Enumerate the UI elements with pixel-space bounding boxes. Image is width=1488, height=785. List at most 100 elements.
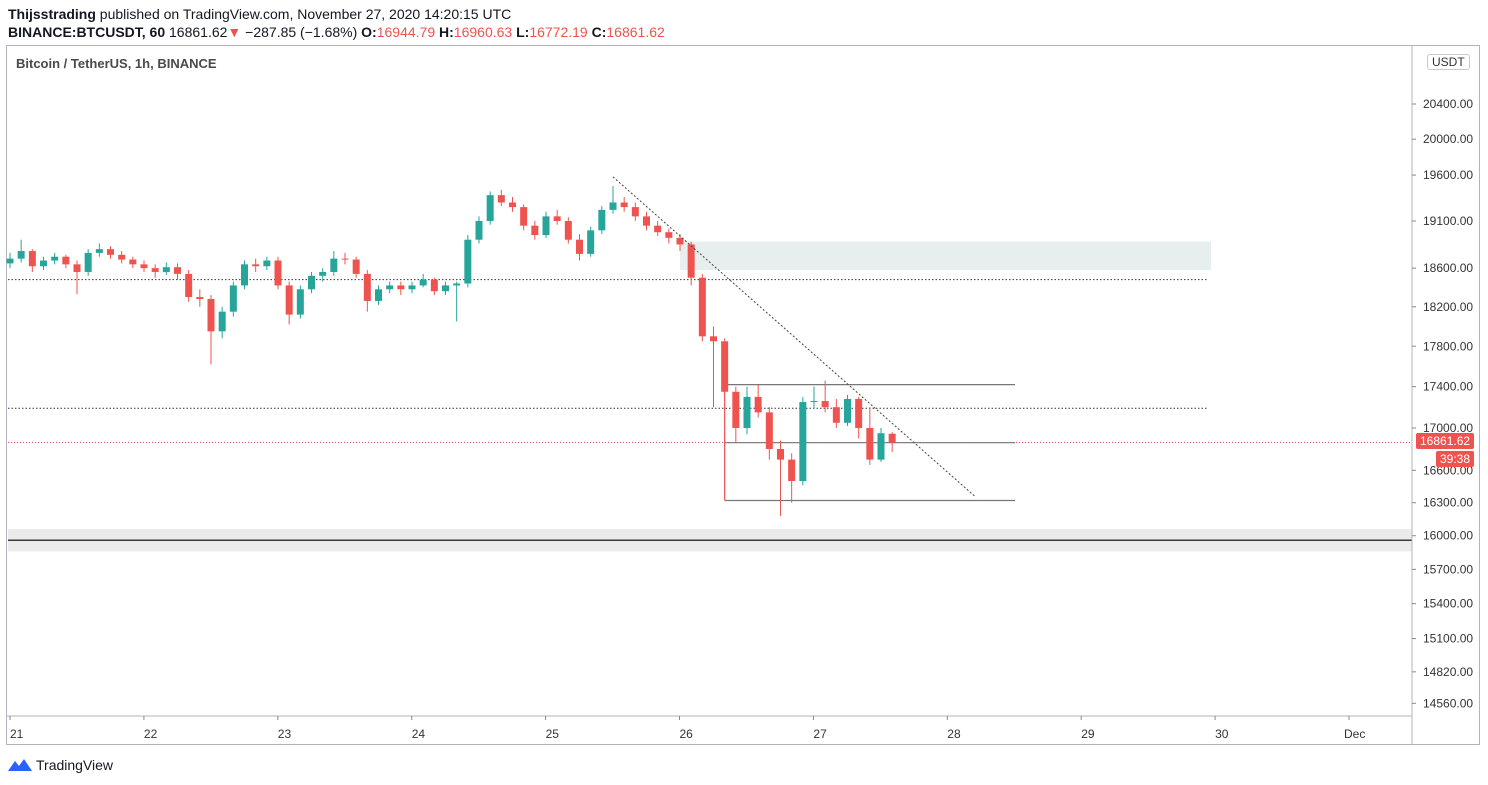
candle-body xyxy=(844,398,851,423)
resistance-zone xyxy=(680,241,1211,271)
candle-body xyxy=(207,298,215,332)
candle xyxy=(285,281,293,325)
candle xyxy=(319,268,327,282)
candle-body xyxy=(174,267,181,274)
time-tick-label: 24 xyxy=(412,727,426,741)
candle xyxy=(542,211,550,238)
candle xyxy=(643,211,650,231)
last-price-tag: 16861.62 xyxy=(1416,433,1475,449)
candle xyxy=(765,407,773,460)
price-tick-label: 17800.00 xyxy=(1423,339,1473,353)
candle xyxy=(743,386,751,435)
currency-tag[interactable]: USDT xyxy=(1427,54,1470,70)
candle-body xyxy=(408,285,416,290)
candle xyxy=(509,196,516,212)
candle-body xyxy=(62,256,70,265)
candle-body xyxy=(229,285,237,312)
candle xyxy=(40,256,47,271)
candle xyxy=(788,453,796,503)
candle-body xyxy=(710,336,717,342)
candle xyxy=(330,251,338,276)
candle xyxy=(308,271,315,294)
candle-body xyxy=(698,277,706,337)
candle-body xyxy=(866,427,874,460)
time-tick-label: 30 xyxy=(1215,727,1229,741)
candle xyxy=(732,386,740,443)
candle-body xyxy=(330,258,338,272)
candle xyxy=(877,427,885,462)
candle-body xyxy=(620,202,628,208)
candle-body xyxy=(542,216,550,236)
candle-body xyxy=(40,260,47,267)
candle-body xyxy=(308,275,315,290)
low-label: L: xyxy=(516,24,530,40)
candle xyxy=(252,258,260,272)
price-tick-label: 20000.00 xyxy=(1423,132,1473,146)
candle-body xyxy=(319,271,327,276)
time-tick-label: 21 xyxy=(10,727,24,741)
candle-body xyxy=(598,209,606,231)
candle-body xyxy=(464,239,472,284)
candle xyxy=(84,249,92,276)
price-tick-label: 14560.00 xyxy=(1423,696,1473,710)
candle xyxy=(296,285,304,319)
open-label: O: xyxy=(361,24,377,40)
candle xyxy=(363,270,371,312)
time-tick-label: 22 xyxy=(144,727,158,741)
candle xyxy=(464,235,472,288)
candle-body xyxy=(185,273,193,298)
candle-body xyxy=(855,398,863,428)
candle-body xyxy=(386,285,394,290)
candle xyxy=(453,281,461,322)
candle xyxy=(375,285,382,305)
candle xyxy=(844,394,851,426)
candle xyxy=(832,398,840,428)
candle xyxy=(855,396,863,439)
price-tick-label: 19600.00 xyxy=(1423,168,1473,182)
candle xyxy=(553,209,561,225)
candle xyxy=(609,186,617,214)
candle xyxy=(497,189,505,207)
candle-body xyxy=(475,221,483,240)
candle-body xyxy=(252,264,260,267)
candle-body xyxy=(129,259,137,265)
candle xyxy=(866,407,874,465)
candle xyxy=(196,289,204,307)
candle-body xyxy=(274,260,282,286)
candle-body xyxy=(821,401,829,408)
tradingview-logo[interactable]: TradingView xyxy=(8,757,113,773)
price-tick-label: 18600.00 xyxy=(1423,261,1473,275)
candle-body xyxy=(17,251,25,259)
author[interactable]: Thijsstrading xyxy=(8,6,96,22)
candle xyxy=(810,386,818,410)
candle-body xyxy=(654,225,662,233)
candle xyxy=(442,281,449,296)
candle xyxy=(486,191,494,225)
candle xyxy=(129,256,137,269)
candle-body xyxy=(95,249,103,253)
symbol-info: BINANCE:BTCUSDT, 60 16861.62▼ −287.85 (−… xyxy=(8,24,665,40)
open-value: 16944.79 xyxy=(376,24,436,40)
trendline xyxy=(612,176,977,498)
candle-body xyxy=(397,285,405,290)
candle xyxy=(274,256,282,290)
candle-body xyxy=(564,221,572,240)
candle-body xyxy=(151,268,159,272)
candle xyxy=(654,221,662,236)
candle-body xyxy=(196,297,204,299)
candle-body xyxy=(28,251,36,267)
high-label: H: xyxy=(439,24,454,40)
candle xyxy=(352,256,360,278)
price-tick-label: 16000.00 xyxy=(1423,529,1473,543)
candle-body xyxy=(676,237,684,245)
candle xyxy=(263,256,271,271)
candle-body xyxy=(497,195,505,203)
candle-body xyxy=(453,283,461,286)
candle-body xyxy=(84,252,92,272)
time-tick-label: 26 xyxy=(680,727,694,741)
candle xyxy=(6,252,14,269)
candle-body xyxy=(888,433,896,443)
candle xyxy=(107,246,114,259)
price-tick-label: 17400.00 xyxy=(1423,380,1473,394)
